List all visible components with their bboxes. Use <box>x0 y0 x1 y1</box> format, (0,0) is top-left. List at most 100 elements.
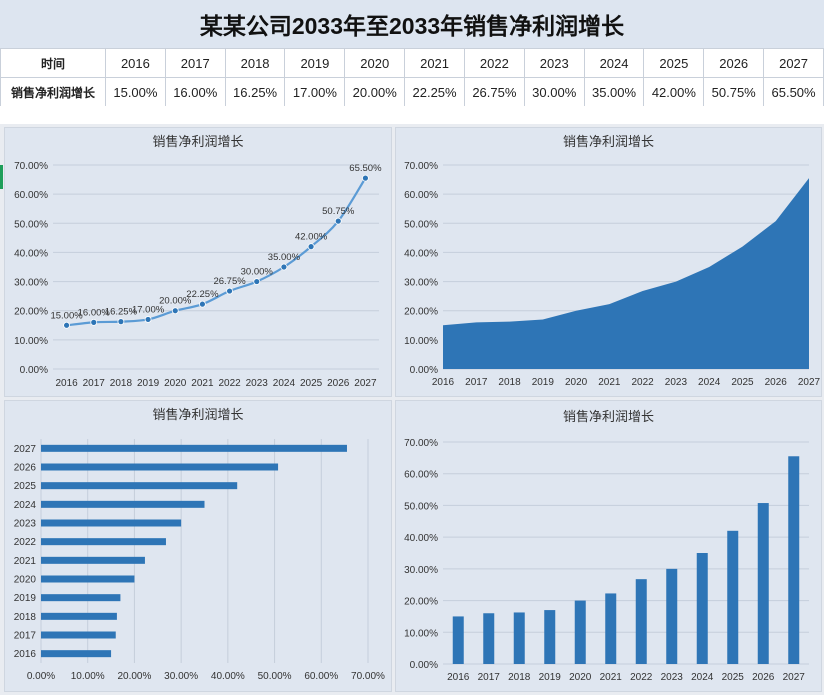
data-point[interactable] <box>117 318 125 326</box>
y-tick-label: 2020 <box>14 575 37 586</box>
x-tick-label: 2016 <box>432 377 455 388</box>
vertical-bar-chart-panel[interactable]: 销售净利润增长 0.00% 10.00% 20.00% 30.00% 40.00% 50.0… <box>395 400 822 692</box>
bar[interactable] <box>41 556 145 564</box>
bar[interactable] <box>41 500 205 508</box>
y-tick-label: 2026 <box>14 463 37 474</box>
x-tick-label: 2021 <box>191 378 214 389</box>
data-point[interactable] <box>144 316 152 323</box>
year-cell[interactable]: 2021 <box>404 48 465 78</box>
bar[interactable] <box>483 613 495 664</box>
data-point[interactable] <box>171 307 179 315</box>
bar[interactable] <box>605 593 617 664</box>
value-cell[interactable]: 26.75% <box>463 77 525 107</box>
value-cell[interactable]: 16.00% <box>164 77 226 107</box>
bar[interactable] <box>41 612 117 620</box>
value-cell[interactable]: 17.00% <box>284 77 346 107</box>
x-tick-label: 2016 <box>447 672 470 683</box>
year-cell[interactable]: 2020 <box>344 48 406 78</box>
bar[interactable] <box>41 575 135 583</box>
chart-title: 销售净利润增长 <box>152 407 243 422</box>
data-label: 65.50% <box>349 163 382 174</box>
bar[interactable] <box>513 612 525 664</box>
table-row-years: 时间 2016 2017 2018 2019 2020 2021 2022 2023 2024 2… <box>0 48 824 78</box>
y-tick-label: 2016 <box>14 649 37 660</box>
sheet-title[interactable]: 某某公司2033年至2033年销售净利润增长 <box>0 0 824 49</box>
y-tick-label: 60.00% <box>404 470 438 481</box>
year-cell[interactable]: 2023 <box>523 48 585 78</box>
value-cell[interactable]: 22.25% <box>404 77 465 107</box>
bar[interactable] <box>41 463 279 471</box>
y-tick-label: 2018 <box>14 612 37 623</box>
line-chart-panel[interactable]: 销售净利润增长 0.00% 10.00% 20.00% 30.00% 40.00% 50.0… <box>4 127 392 397</box>
y-tick-label: 2025 <box>14 481 37 492</box>
x-tick-label: 2027 <box>798 377 821 388</box>
x-tick-label: 2023 <box>661 672 684 683</box>
data-label: 42.00% <box>295 232 328 243</box>
bar[interactable] <box>41 444 347 452</box>
y-tick-label: 50.00% <box>14 219 48 230</box>
y-tick-label: 0.00% <box>20 365 48 376</box>
y-tick-label: 2024 <box>14 500 37 511</box>
year-cell[interactable]: 2016 <box>105 48 166 78</box>
year-cell[interactable]: 2027 <box>763 48 824 78</box>
bar[interactable] <box>41 519 182 527</box>
y-tick-label: 0.00% <box>410 660 438 671</box>
bar[interactable] <box>41 538 166 546</box>
bar[interactable] <box>727 530 739 664</box>
bar[interactable] <box>41 594 121 602</box>
bar[interactable] <box>41 650 112 658</box>
value-cell[interactable]: 50.75% <box>703 77 765 107</box>
x-tick-label: 2018 <box>110 378 133 389</box>
row-label-growth[interactable]: 销售净利润增长 <box>0 77 106 107</box>
chart-svg: 销售净利润增长 0.00% 10.00% 20.00% 30.00% 40.00% 50.0… <box>14 134 382 389</box>
x-tick-label: 2022 <box>632 377 655 388</box>
bar[interactable] <box>635 579 647 664</box>
bar[interactable] <box>757 503 769 664</box>
series-line[interactable] <box>66 177 367 327</box>
year-cell[interactable]: 2025 <box>643 48 705 78</box>
value-cell[interactable]: 15.00% <box>105 77 166 107</box>
year-cell[interactable]: 2019 <box>284 48 346 78</box>
value-cell[interactable]: 35.00% <box>583 77 645 107</box>
x-tick-label: 30.00% <box>164 671 198 682</box>
x-tick-label: 2025 <box>300 378 323 389</box>
bar[interactable] <box>788 456 800 664</box>
data-point[interactable] <box>253 278 261 285</box>
data-point[interactable] <box>90 318 98 326</box>
y-tick-label: 2022 <box>14 537 37 548</box>
data-point[interactable] <box>280 263 288 271</box>
data-point[interactable] <box>226 287 233 295</box>
x-tick-label: 2024 <box>698 377 721 388</box>
data-point[interactable] <box>63 321 70 329</box>
x-tick-label: 2017 <box>478 672 501 683</box>
value-cell[interactable]: 16.25% <box>224 77 286 107</box>
horizontal-bar-chart-panel[interactable]: 销售净利润增长 0.00% 10.00% 20.00% 30.00% 40.00% 50.0… <box>4 400 392 692</box>
bar[interactable] <box>574 600 586 664</box>
x-tick-label: 2021 <box>600 672 623 683</box>
bar[interactable] <box>666 568 678 664</box>
bar[interactable] <box>41 482 238 490</box>
value-cell[interactable]: 20.00% <box>344 77 406 107</box>
value-cell[interactable]: 42.00% <box>643 77 705 107</box>
data-point[interactable] <box>362 174 369 182</box>
year-cell[interactable]: 2022 <box>463 48 525 78</box>
area-chart-panel[interactable]: 销售净利润增长 0.00% 10.00% 20.00% 30.00% 40.00% 50.0… <box>395 127 822 397</box>
data-point[interactable] <box>307 243 315 250</box>
bar[interactable] <box>696 553 708 664</box>
row-label-time[interactable]: 时间 <box>0 48 106 78</box>
chart-svg: 销售净利润增长 0.00% 10.00% 20.00% 30.00% 40.00% 50.0… <box>404 134 821 388</box>
value-cell[interactable]: 30.00% <box>523 77 585 107</box>
data-point[interactable] <box>199 300 206 308</box>
value-cell[interactable]: 65.50% <box>763 77 824 107</box>
bar[interactable] <box>41 631 116 639</box>
bar[interactable] <box>452 616 464 664</box>
x-tick-label: 2018 <box>498 377 521 388</box>
series-area[interactable] <box>443 178 809 369</box>
x-tick-label: 2018 <box>508 672 531 683</box>
year-cell[interactable]: 2026 <box>703 48 765 78</box>
year-cell[interactable]: 2018 <box>224 48 286 78</box>
bar[interactable] <box>544 610 556 664</box>
year-cell[interactable]: 2017 <box>164 48 226 78</box>
year-cell[interactable]: 2024 <box>583 48 645 78</box>
data-point[interactable] <box>334 217 342 225</box>
